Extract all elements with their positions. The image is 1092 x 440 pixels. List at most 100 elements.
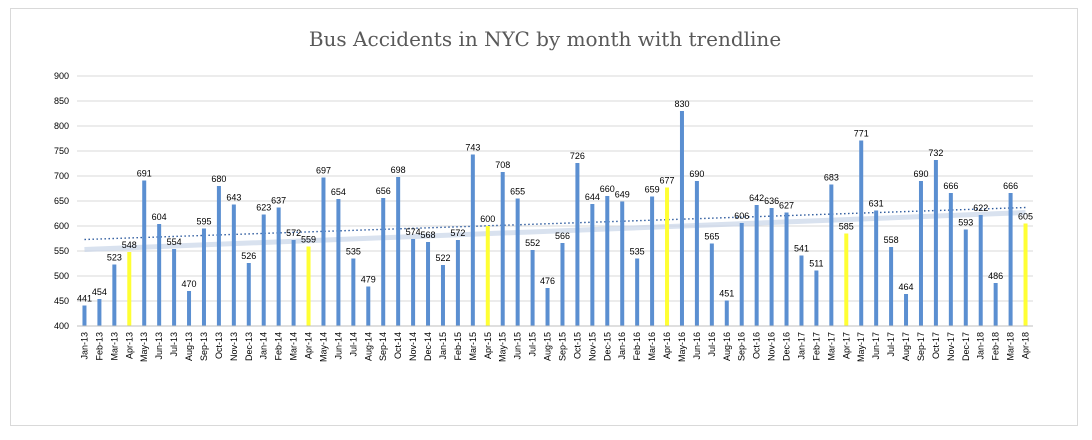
data-label: 606 bbox=[734, 211, 749, 221]
x-tick-label: Mar-15 bbox=[468, 332, 478, 361]
data-label: 732 bbox=[928, 148, 943, 158]
x-tick-label: Jun-17 bbox=[871, 332, 881, 360]
bar bbox=[889, 247, 894, 326]
bar bbox=[739, 223, 744, 326]
x-tick-label: Jul-15 bbox=[528, 332, 538, 357]
data-label: 535 bbox=[346, 247, 361, 257]
y-axis: 400 450 500 550 600 650 700 750 800 850 900 bbox=[54, 71, 69, 331]
trendline-band bbox=[84, 210, 1026, 252]
x-tick-label: Apr-17 bbox=[841, 332, 851, 359]
bar bbox=[485, 226, 490, 326]
x-tick-label: Oct-13 bbox=[214, 332, 224, 359]
y-tick-label: 500 bbox=[54, 271, 69, 281]
data-label: 636 bbox=[764, 196, 779, 206]
data-label: 441 bbox=[77, 294, 92, 304]
x-tick-label: Feb-15 bbox=[453, 332, 463, 361]
x-tick-label: Sep-14 bbox=[378, 332, 388, 361]
x-tick-label: Dec-13 bbox=[244, 332, 254, 361]
bar bbox=[455, 240, 460, 326]
data-label: 574 bbox=[406, 227, 421, 237]
bar bbox=[142, 180, 147, 326]
data-label: 654 bbox=[331, 187, 346, 197]
x-tick-label: Feb-17 bbox=[811, 332, 821, 361]
bar bbox=[724, 300, 729, 326]
bar bbox=[411, 239, 416, 326]
x-tick-label: Oct-16 bbox=[752, 332, 762, 359]
bar bbox=[112, 264, 117, 326]
x-tick-label: Dec-15 bbox=[602, 332, 612, 361]
data-label: 593 bbox=[958, 218, 973, 228]
bar bbox=[605, 196, 610, 326]
data-label: 541 bbox=[794, 244, 809, 254]
bar bbox=[679, 111, 684, 326]
bar bbox=[440, 265, 445, 326]
x-tick-label: Jul-13 bbox=[169, 332, 179, 357]
bar bbox=[620, 201, 625, 326]
bar bbox=[904, 294, 909, 326]
data-label: 830 bbox=[674, 99, 689, 109]
data-label: 649 bbox=[615, 190, 630, 200]
data-label: 585 bbox=[839, 222, 854, 232]
data-label: 523 bbox=[107, 253, 122, 263]
x-tick-label: Aug-13 bbox=[184, 332, 194, 361]
data-label: 644 bbox=[585, 192, 600, 202]
bar bbox=[978, 215, 983, 326]
chart-title: Bus Accidents in NYC by month with trend… bbox=[308, 27, 782, 51]
data-label: 486 bbox=[988, 271, 1003, 281]
x-tick-label: Feb-13 bbox=[94, 332, 104, 361]
x-tick-label: Jan-16 bbox=[617, 332, 627, 360]
x-tick-label: Dec-16 bbox=[782, 332, 792, 361]
x-tick-label: Sep-15 bbox=[557, 332, 567, 361]
data-label: 691 bbox=[137, 169, 152, 179]
x-tick-label: Nov-14 bbox=[408, 332, 418, 361]
x-tick-label: Jun-15 bbox=[513, 332, 523, 360]
data-label: 677 bbox=[660, 176, 675, 186]
bar bbox=[769, 208, 774, 326]
bar bbox=[545, 288, 550, 326]
data-label: 726 bbox=[570, 151, 585, 161]
x-tick-label: Jun-13 bbox=[154, 332, 164, 360]
y-tick-label: 850 bbox=[54, 96, 69, 106]
data-label: 511 bbox=[809, 259, 823, 269]
bars bbox=[82, 111, 1028, 326]
x-tick-label: Jul-16 bbox=[707, 332, 717, 357]
x-tick-label: Nov-13 bbox=[229, 332, 239, 361]
data-label: 476 bbox=[540, 276, 555, 286]
data-label: 552 bbox=[525, 238, 540, 248]
bar bbox=[665, 187, 670, 326]
x-tick-label: Apr-18 bbox=[1021, 332, 1031, 359]
data-label: 642 bbox=[749, 193, 764, 203]
data-label: 595 bbox=[196, 217, 211, 227]
x-axis: Jan-13 Feb-13 Mar-13 Apr-13 May-13 Jun-13 Jul-… bbox=[77, 325, 1033, 362]
y-tick-label: 550 bbox=[54, 246, 69, 256]
bar bbox=[396, 177, 401, 326]
bar bbox=[351, 258, 356, 326]
y-tick-label: 750 bbox=[54, 146, 69, 156]
x-tick-label: Jul-17 bbox=[886, 332, 896, 357]
x-tick-label: Apr-15 bbox=[483, 332, 493, 359]
x-tick-label: Sep-17 bbox=[916, 332, 926, 361]
x-tick-label: Feb-14 bbox=[274, 332, 284, 361]
x-tick-label: Nov-16 bbox=[767, 332, 777, 361]
data-label: 548 bbox=[122, 240, 137, 250]
bar bbox=[635, 258, 640, 326]
data-label: 697 bbox=[316, 166, 331, 176]
data-label: 666 bbox=[943, 181, 958, 191]
x-tick-label: May-14 bbox=[318, 332, 328, 362]
y-tick-label: 400 bbox=[54, 321, 69, 331]
data-label: 690 bbox=[689, 169, 704, 179]
x-tick-label: Dec-17 bbox=[961, 332, 971, 361]
bar bbox=[1023, 223, 1028, 326]
trendline bbox=[84, 206, 1026, 252]
bar bbox=[874, 210, 879, 326]
data-label: 558 bbox=[884, 235, 899, 245]
x-tick-label: Sep-16 bbox=[737, 332, 747, 361]
data-label: 698 bbox=[391, 165, 406, 175]
data-label: 643 bbox=[226, 193, 241, 203]
bar bbox=[201, 228, 206, 326]
bar bbox=[859, 140, 864, 326]
bar bbox=[933, 160, 938, 326]
x-tick-label: Mar-13 bbox=[109, 332, 119, 361]
y-tick-label: 900 bbox=[54, 71, 69, 81]
x-tick-label: Feb-16 bbox=[632, 332, 642, 361]
